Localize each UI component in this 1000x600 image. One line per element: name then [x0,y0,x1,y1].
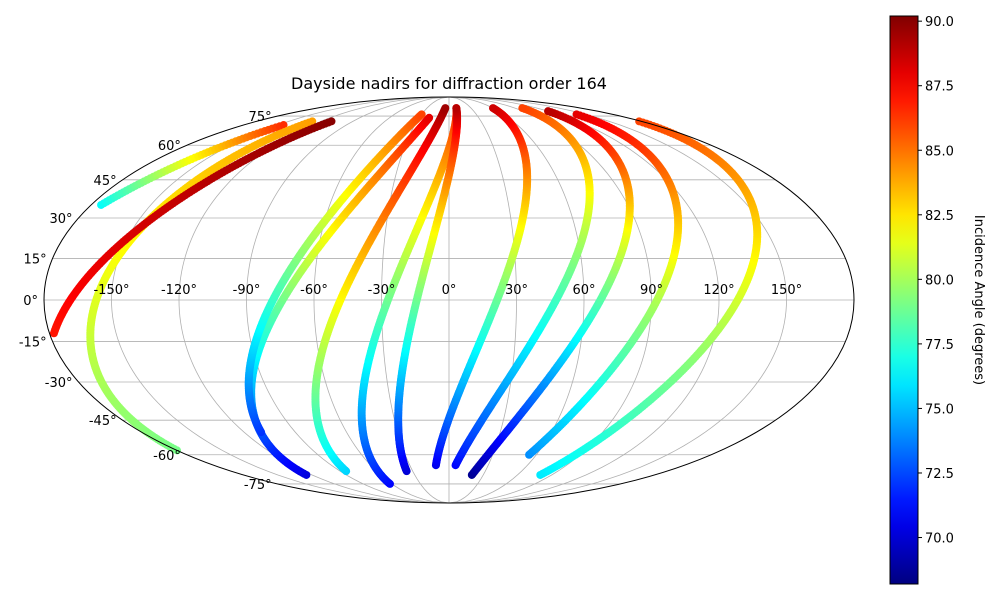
colorbar-ticks: 70.0 72.5 75.0 77.5 80.0 82.5 85.0 87.5 90.0 [918,15,954,547]
nadir-point [279,121,288,130]
lat-tick-labels: -75° -60° -45° -30° -15° 0° 15° 30° 45° 60° 75° [19,110,272,493]
colorbar-tick-label: 75.0 [925,402,954,417]
lon-tick-label: 90° [640,283,663,298]
lon-tick-label: -120° [161,283,197,298]
track-5 [244,110,426,437]
nadir-point [635,117,644,126]
colorbar-tick-label: 82.5 [925,209,954,224]
lat-tick-label: -60° [153,449,181,464]
lon-tick-label: -90° [233,283,261,298]
lat-tick-label: 15° [24,252,47,267]
nadir-point [518,104,527,113]
colorbar: 70.0 72.5 75.0 77.5 80.0 82.5 85.0 87.5 90.0 Inc… [889,15,986,585]
colorbar-tick-label: 90.0 [925,15,954,30]
track-4 [247,113,434,479]
lon-tick-label: -60° [300,283,328,298]
lat-tick-label: 45° [94,174,117,189]
nadir-point [441,104,450,113]
colorbar-tick-label: 72.5 [925,467,954,482]
nadir-point [489,104,497,113]
track-9 [431,104,532,470]
colorbar-tick-label: 70.0 [925,532,954,547]
colorbar-tick-label: 85.0 [925,144,954,159]
colorbar-tick-label: 87.5 [925,80,954,95]
colorbar-gradient [889,15,919,585]
lat-tick-label: -75° [244,478,272,493]
lat-tick-label: -15° [19,336,47,351]
lon-tick-label: -150° [93,283,129,298]
lon-tick-label: 60° [572,283,595,298]
chart-title: Dayside nadirs for diffraction order 164 [291,74,607,93]
lat-tick-label: -30° [45,376,73,391]
lon-tick-label: 30° [505,283,528,298]
colorbar-tick-label: 77.5 [925,338,954,353]
lat-tick-label: 0° [23,294,38,309]
lon-tick-labels: -150° -120° -90° -60° -30° 0° 30° 60° 90° 120° 150… [93,283,802,298]
lat-tick-label: -45° [89,414,117,429]
lat-tick-label: 60° [158,139,181,154]
lat-tick-label: 30° [49,212,72,227]
track-10 [451,104,594,470]
track-6 [311,104,450,476]
lat-tick-label: 75° [249,110,272,125]
track-13 [536,117,762,479]
track-3 [49,117,336,338]
nadir-point [308,117,317,126]
track-11 [467,107,634,479]
track-1 [97,121,288,209]
lon-tick-label: -30° [368,283,396,298]
lon-tick-label: 0° [442,283,457,298]
nadir-point [417,110,426,119]
track-8 [394,104,462,476]
nadir-tracks [49,104,762,488]
track-12 [525,110,683,459]
nadir-point [572,110,581,119]
colorbar-tick-label: 80.0 [925,273,954,288]
nadir-point [544,107,553,116]
nadir-point [425,113,434,122]
nadir-point [327,117,336,126]
lon-tick-label: 120° [703,283,734,298]
track-2 [86,117,317,455]
nadir-point [452,104,461,113]
lon-tick-label: 150° [771,283,802,298]
colorbar-label: Incidence Angle (degrees) [971,215,986,385]
map-outline [43,96,855,504]
